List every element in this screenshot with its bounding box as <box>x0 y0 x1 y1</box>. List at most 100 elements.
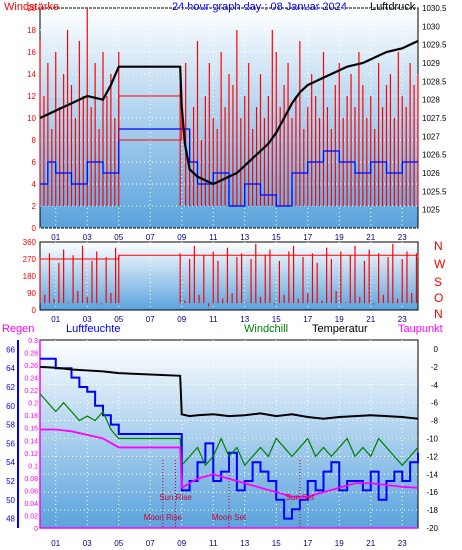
wind-axis-tick: 10 <box>27 114 36 123</box>
direction-mean-line <box>40 254 419 260</box>
humidity-axis-tick: 58 <box>6 421 15 430</box>
pressure-axis-tick: 1028 <box>422 96 440 105</box>
humidity-axis-tick: 52 <box>6 477 15 486</box>
rain-axis-tick: 0.3 <box>28 338 38 345</box>
x-tick-label: 21 <box>366 233 375 242</box>
x-tick-label: 15 <box>272 315 281 324</box>
x-tick-label: 17 <box>303 233 312 242</box>
event-label: Moon Rise <box>144 513 183 522</box>
rain-axis-tick: 0.26 <box>24 363 38 370</box>
x-tick-label: 03 <box>83 233 92 242</box>
luftfeuchte-label: Luftfeuchte <box>66 323 120 335</box>
x-tick-label: 19 <box>335 315 344 324</box>
event-label: Moon Set <box>212 513 247 522</box>
pressure-axis-tick: 1028.5 <box>422 77 447 86</box>
wind-mean-line <box>40 128 418 207</box>
x-tick-label: 23 <box>398 233 407 242</box>
direction-axis-tick: 270 <box>23 255 37 264</box>
x-tick-label: 21 <box>366 539 375 548</box>
x-tick-label: 07 <box>146 315 155 324</box>
chart-title: 24 hour graph day : 08 Januar 2024 <box>172 1 347 13</box>
humidity-axis-tick: 56 <box>6 439 15 448</box>
x-tick-label: 15 <box>272 233 281 242</box>
event-label: Sun Set <box>286 493 315 502</box>
x-tick-label: 03 <box>83 315 92 324</box>
dewpoint-line <box>40 428 419 498</box>
rain-line <box>39 340 418 529</box>
pressure-axis-tick: 1030.5 <box>422 4 447 13</box>
x-tick-label: 05 <box>114 539 123 548</box>
temp-axis-tick: -10 <box>426 434 438 443</box>
humidity-axis-tick: 50 <box>6 496 15 505</box>
luftdruck-label: Luftdruck <box>370 1 416 13</box>
rain-axis-tick: 0.22 <box>24 388 38 395</box>
x-tick-label: 09 <box>177 233 186 242</box>
temp-axis-tick: -18 <box>426 506 438 515</box>
rain-axis-tick: 0.14 <box>24 438 38 445</box>
temperature-line <box>39 365 419 420</box>
rain-axis-tick: 0.04 <box>24 501 38 508</box>
windchill-line <box>39 393 419 467</box>
pressure-line <box>39 40 419 186</box>
temp-axis-tick: -2 <box>431 363 439 372</box>
temp-axis-tick: -14 <box>426 470 438 479</box>
wind-axis-tick: 6 <box>32 158 37 167</box>
temp-axis-tick: -12 <box>426 452 438 461</box>
x-tick-label: 11 <box>209 539 218 548</box>
x-tick-label: 13 <box>240 539 249 548</box>
humidity-axis-tick: 54 <box>6 458 15 467</box>
humidity-axis-tick: 64 <box>6 364 15 373</box>
rain-axis-tick: 0.12 <box>24 451 38 458</box>
temp-axis-tick: -20 <box>426 524 438 533</box>
wind-axis-tick: 8 <box>32 136 37 145</box>
rain-axis-tick: 0.08 <box>24 476 38 483</box>
direction-letter-3: O <box>434 291 443 305</box>
wind-axis-tick: 18 <box>27 26 36 35</box>
wind-axis-tick: 12 <box>27 92 36 101</box>
direction-axis-tick: 180 <box>23 272 37 281</box>
temp-axis-tick: 0 <box>434 345 439 354</box>
wind-axis-tick: 14 <box>27 70 36 79</box>
pressure-axis-tick: 1030 <box>422 22 440 31</box>
humidity-axis-tick: 66 <box>6 345 15 354</box>
x-tick-label: 01 <box>51 539 60 548</box>
x-tick-label: 01 <box>51 233 60 242</box>
pressure-axis-tick: 1026.5 <box>422 151 447 160</box>
temp-axis-tick: -16 <box>426 488 438 497</box>
rain-axis-tick: 0.24 <box>24 376 38 383</box>
wind-axis-tick: 0 <box>32 224 37 233</box>
pressure-axis-tick: 1027.5 <box>422 114 447 123</box>
x-tick-label: 23 <box>398 315 407 324</box>
wind-axis-tick: 20 <box>27 4 36 13</box>
x-tick-label: 13 <box>240 233 249 242</box>
rain-axis-tick: 0.2 <box>28 401 38 408</box>
rain-axis-tick: 0 <box>34 526 38 533</box>
direction-letter-0: N <box>434 239 443 253</box>
wind-axis-tick: 16 <box>27 48 36 57</box>
x-tick-label: 11 <box>209 315 218 324</box>
humidity-axis-tick: 62 <box>6 383 15 392</box>
direction-axis-tick: 0 <box>32 306 37 315</box>
temp-axis-tick: -8 <box>431 417 439 426</box>
x-tick-label: 07 <box>146 233 155 242</box>
pressure-axis-tick: 1027 <box>422 132 440 141</box>
temp-axis-tick: -6 <box>431 399 439 408</box>
pressure-axis-tick: 1029 <box>422 59 440 68</box>
x-tick-label: 13 <box>240 315 249 324</box>
direction-letter-2: S <box>434 275 442 289</box>
direction-axis-tick: 360 <box>23 238 37 247</box>
x-tick-label: 03 <box>83 539 92 548</box>
pressure-axis-tick: 1029.5 <box>422 41 447 50</box>
rain-axis-tick: 0.28 <box>24 351 38 358</box>
rain-axis-tick: 0.1 <box>28 463 38 470</box>
x-tick-label: 07 <box>146 539 155 548</box>
windchill-label: Windchill <box>244 323 288 335</box>
wind-axis-tick: 4 <box>32 180 37 189</box>
x-tick-label: 17 <box>303 315 312 324</box>
temperatur-label: Temperatur <box>312 323 368 335</box>
rain-axis-tick: 0.02 <box>24 513 38 520</box>
temp-axis-tick: -4 <box>431 381 439 390</box>
regen-label: Regen <box>2 323 34 335</box>
rain-axis-tick: 0.06 <box>24 488 38 495</box>
